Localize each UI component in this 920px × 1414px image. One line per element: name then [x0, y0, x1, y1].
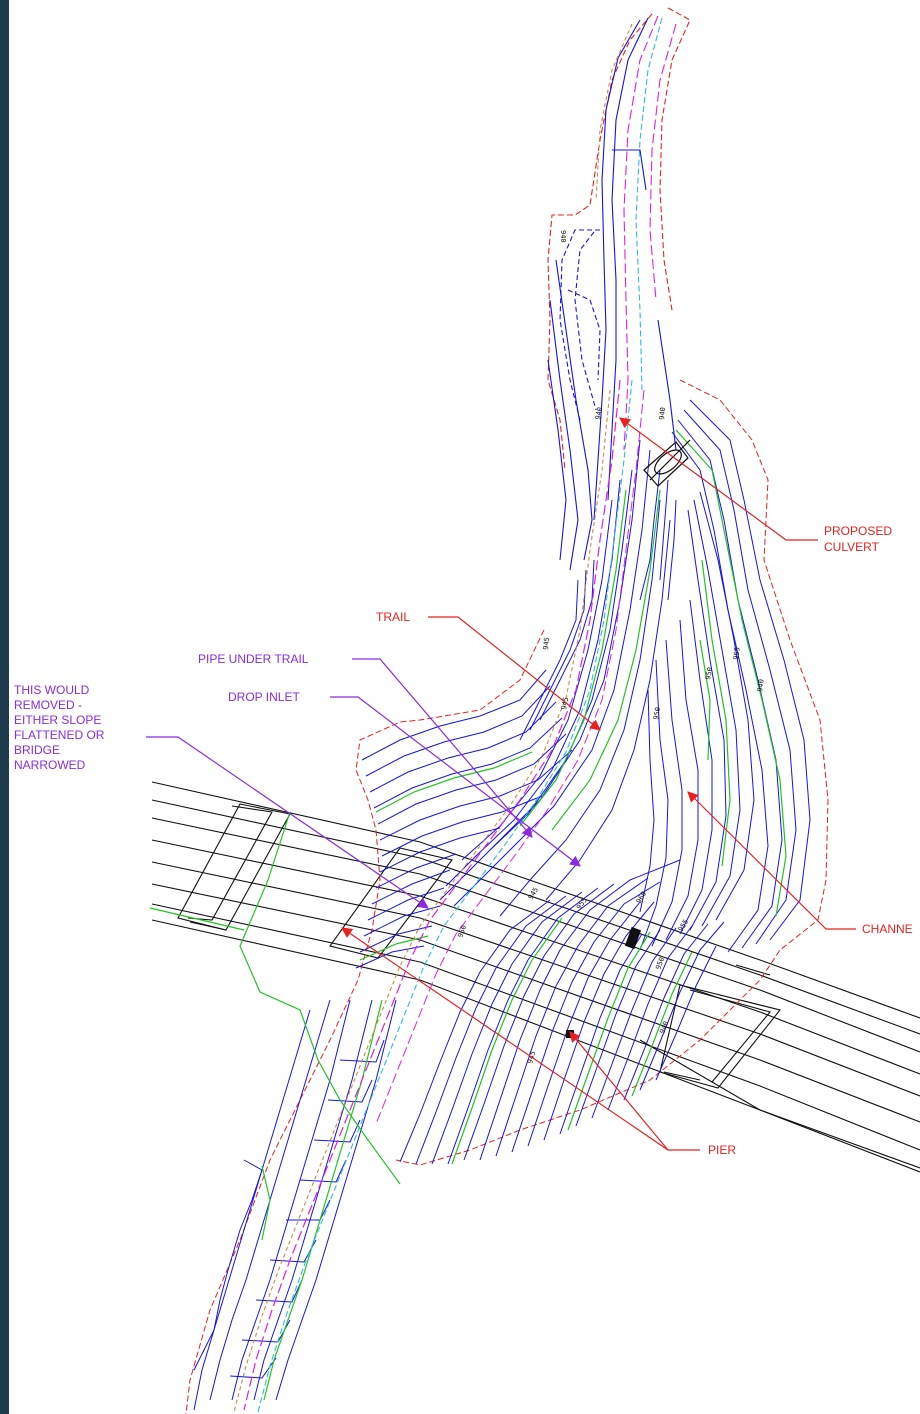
contour-label: 945	[560, 696, 570, 710]
contour-label: 950	[456, 924, 468, 939]
proposed-culvert-label-line1: PROPOSED	[824, 524, 892, 538]
channel-label: CHANNE	[862, 922, 913, 936]
window-frame-edge	[0, 0, 9, 1414]
proposed-culvert-leader	[619, 417, 818, 541]
contour-label: 940	[658, 407, 667, 420]
culvert-structure	[643, 439, 691, 487]
drop-inlet-leader	[330, 696, 581, 867]
bridge-roadway	[151, 781, 920, 1173]
trail-leader	[428, 616, 601, 731]
removal-note-line6: NARROWED	[14, 758, 86, 772]
contour-label: 955	[732, 647, 742, 661]
pier-leader-right	[569, 1031, 669, 1151]
contour-label: 950	[654, 956, 666, 971]
contour-label: 940	[756, 679, 766, 693]
pipe-under-trail-label: PIPE UNDER TRAIL	[198, 652, 309, 666]
contour-label: 960	[635, 890, 648, 905]
upper-channel	[547, 7, 691, 571]
proposed-culvert-label-line2: CULVERT	[824, 540, 880, 554]
trail-label: TRAIL	[376, 610, 410, 624]
contour-label: 955	[575, 896, 589, 911]
pier-leader-left	[341, 927, 700, 1151]
removal-note-line3: EITHER SLOPE	[14, 713, 101, 727]
drop-inlet-label: DROP INLET	[228, 690, 300, 704]
contour-label: 940	[658, 1020, 670, 1035]
this-would-removed-leader	[146, 736, 429, 909]
pier-markers	[566, 926, 642, 1038]
contour-label: 940	[559, 230, 567, 243]
contour-label: 945	[542, 637, 551, 650]
callout-this-would-removed: THIS WOULD REMOVED - EITHER SLOPE FLATTE…	[14, 683, 105, 772]
contour-mass	[149, 379, 829, 1414]
removal-note-line5: BRIDGE	[14, 743, 60, 757]
callout-proposed-culvert: PROPOSED CULVERT	[824, 524, 892, 554]
contour-label: 950	[704, 666, 714, 680]
contour-label: 940	[594, 406, 604, 420]
removal-note-line4: FLATTENED OR	[14, 728, 105, 742]
removal-note-line1: THIS WOULD	[14, 683, 90, 697]
contour-label: 950	[652, 706, 662, 720]
pier-label: PIER	[708, 1143, 736, 1157]
removal-note-line2: REMOVED -	[14, 698, 82, 712]
cad-drawing: 940 940 940 945 945 950 950 955 940 945 …	[14, 7, 920, 1414]
channel-leader	[687, 791, 856, 930]
pipe-under-trail-leader	[352, 658, 533, 838]
